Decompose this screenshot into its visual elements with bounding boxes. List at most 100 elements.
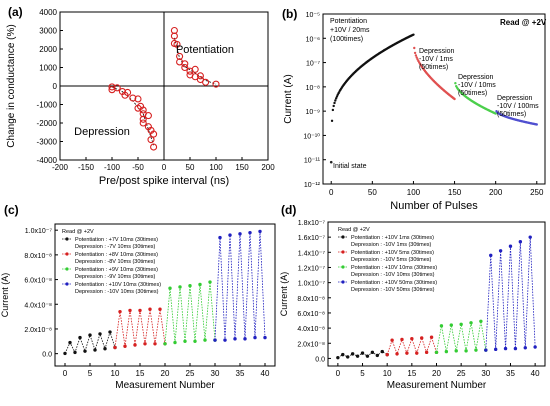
y-tick-label: 8.0x10⁻⁸ bbox=[297, 296, 325, 303]
data-point bbox=[350, 352, 355, 356]
legend-marker bbox=[65, 237, 69, 241]
legend-label: Potentiation : +9V 10ms (30times) bbox=[75, 267, 158, 273]
data-point bbox=[128, 308, 132, 313]
y-tick-label: 10⁻¹⁰ bbox=[303, 132, 320, 140]
legend-label: Potentiation : +10V 5ms (30times) bbox=[351, 250, 434, 256]
data-point bbox=[332, 104, 335, 108]
data-point bbox=[98, 332, 102, 336]
y-axis-label: Change in conductance (%) bbox=[6, 24, 17, 147]
data-point bbox=[188, 284, 192, 288]
annotation-depression-3: -10V / 100ms bbox=[497, 103, 539, 110]
annotation-depression: Depression bbox=[74, 126, 130, 138]
data-point bbox=[248, 230, 252, 235]
data-point bbox=[212, 80, 220, 88]
data-point bbox=[464, 349, 468, 353]
data-point bbox=[439, 324, 444, 328]
legend-label: Potentiation : +10V 10ms (30times) bbox=[351, 265, 437, 271]
data-point bbox=[395, 352, 399, 356]
data-point bbox=[334, 99, 337, 102]
data-point bbox=[208, 280, 212, 284]
legend-label: Depression : -10V 10ms (30times) bbox=[75, 289, 159, 295]
x-tick-label: 40 bbox=[261, 369, 270, 378]
data-point bbox=[228, 233, 232, 237]
data-point bbox=[178, 285, 182, 289]
x-axis-label: Number of Pulses bbox=[390, 200, 478, 212]
data-point bbox=[479, 319, 483, 323]
y-tick-label: -4000 bbox=[37, 156, 58, 165]
data-point bbox=[196, 72, 204, 80]
x-tick-label: 25 bbox=[186, 369, 195, 378]
data-point bbox=[158, 307, 162, 311]
data-point bbox=[83, 349, 87, 353]
series-line bbox=[64, 330, 116, 354]
read-label: Read @ +2V bbox=[62, 229, 94, 235]
data-point bbox=[410, 337, 414, 341]
x-tick-label: 150 bbox=[235, 163, 249, 172]
legend-marker bbox=[341, 250, 345, 254]
data-point bbox=[429, 335, 434, 339]
panel-c: 0 5 10 15 20 25 30 35 40 0.0 2.0x10⁻⁸ 4.0x10⁻⁸ 6.0x1… bbox=[0, 203, 276, 391]
data-point bbox=[233, 337, 237, 341]
data-point bbox=[263, 335, 267, 340]
data-point bbox=[147, 136, 155, 144]
data-point bbox=[413, 51, 417, 55]
data-point bbox=[508, 244, 513, 248]
y-tick-label: 4000 bbox=[39, 8, 57, 17]
y-tick-label: 2.0x10⁻⁸ bbox=[297, 341, 325, 348]
x-tick-label: 20 bbox=[432, 369, 441, 378]
annotation-depression-2: -10V / 10ms bbox=[458, 82, 496, 89]
data-point bbox=[449, 323, 453, 327]
annotation-depression-3: (50times) bbox=[497, 111, 526, 118]
data-point bbox=[73, 350, 77, 355]
panel-d: 0 5 10 15 20 25 30 35 40 0.0 2.0x10⁻⁸ 4.0x10⁻⁸ 6.0x1… bbox=[279, 203, 546, 391]
data-point bbox=[469, 321, 473, 325]
legend-label: Depression : -8V 10ms (30times) bbox=[75, 259, 156, 265]
x-tick-label: 30 bbox=[481, 369, 490, 378]
data-point bbox=[193, 339, 197, 344]
legend-label: Potentiation : +7V 10ms (30times) bbox=[75, 237, 158, 243]
y-tick-label: 0 bbox=[53, 82, 58, 91]
data-point bbox=[134, 95, 142, 103]
data-point bbox=[434, 350, 439, 355]
data-point bbox=[168, 286, 172, 290]
series-line bbox=[164, 282, 216, 344]
y-tick-label: -2000 bbox=[37, 119, 58, 128]
legend-marker bbox=[341, 265, 345, 269]
data-point bbox=[78, 335, 82, 340]
y-tick-label: 10⁻⁹ bbox=[306, 109, 320, 116]
data-point bbox=[454, 349, 458, 353]
x-tick-label: 50 bbox=[368, 188, 377, 197]
data-point bbox=[103, 347, 107, 351]
x-tick-label: 5 bbox=[88, 369, 93, 378]
data-point bbox=[400, 337, 404, 342]
fit-curve bbox=[174, 37, 217, 85]
data-point bbox=[198, 282, 202, 287]
data-point bbox=[444, 349, 449, 354]
annotation-depression-3: Depression bbox=[497, 95, 533, 102]
x-tick-label: 0 bbox=[336, 369, 341, 378]
data-point bbox=[370, 350, 375, 355]
data-point bbox=[108, 330, 112, 334]
legend-label: Depression : -10V 1ms (30times) bbox=[351, 242, 432, 248]
legend-label: Depression : -7V 10ms (30times) bbox=[75, 244, 156, 250]
annotation-depression-1: (50times) bbox=[419, 64, 448, 71]
data-point bbox=[124, 88, 132, 97]
data-point bbox=[334, 97, 338, 100]
data-point bbox=[138, 308, 142, 313]
data-point bbox=[498, 249, 503, 253]
x-tick-label: 25 bbox=[457, 369, 466, 378]
data-point bbox=[360, 351, 365, 355]
series-line bbox=[485, 237, 536, 351]
annotation-initial: Initial state bbox=[333, 163, 367, 170]
data-point bbox=[424, 350, 429, 355]
y-tick-label: 10⁻¹¹ bbox=[304, 158, 321, 165]
data-point bbox=[533, 345, 537, 349]
y-tick-label: 1.0x10⁻⁷ bbox=[25, 228, 53, 235]
data-point bbox=[341, 352, 345, 357]
data-point bbox=[143, 342, 147, 346]
y-tick-label: 4.0x10⁻⁸ bbox=[24, 302, 52, 309]
y-axis-label: Current (A) bbox=[0, 273, 10, 318]
x-tick-label: 100 bbox=[209, 163, 223, 172]
x-tick-label: 35 bbox=[236, 369, 245, 378]
data-point bbox=[474, 348, 478, 352]
